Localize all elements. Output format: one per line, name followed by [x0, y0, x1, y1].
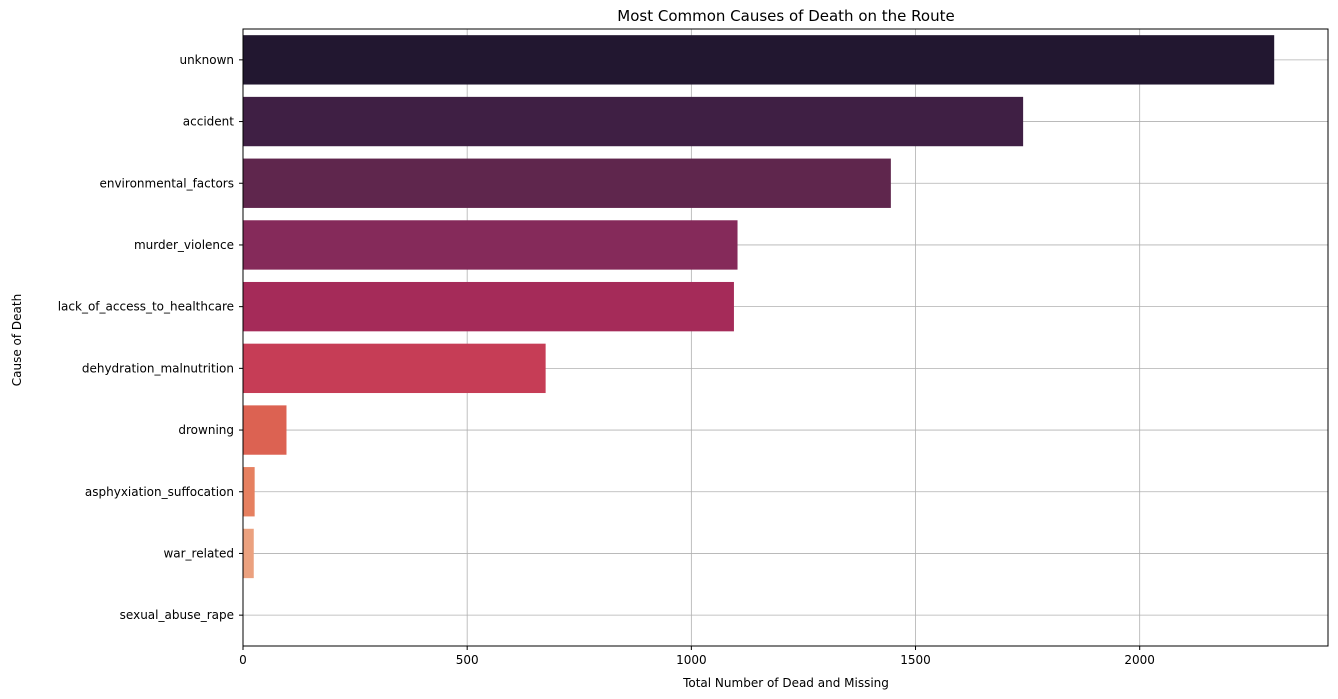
y-tick-label: drowning	[178, 423, 234, 437]
bars	[243, 35, 1275, 640]
bar-asphyxiation-suffocation	[243, 467, 255, 517]
bar-lack-of-access-to-healthcare	[243, 281, 734, 332]
y-tick-label: accident	[183, 115, 234, 129]
bar-environmental-factors	[243, 158, 891, 208]
bar-war-related	[243, 528, 254, 579]
y-tick-label: asphyxiation_suffocation	[85, 485, 234, 499]
bar-murder-violence	[243, 220, 738, 270]
x-tick-label: 1000	[676, 653, 707, 667]
plot-frame	[242, 28, 1329, 647]
y-tick-label: unknown	[179, 53, 234, 67]
y-tick-labels: unknown accident environmental_factorsmurd…	[58, 53, 243, 622]
x-axis-label: Total Number of Dead and Missing	[682, 676, 889, 690]
x-tick-label: 500	[456, 653, 479, 667]
x-tick-label: 2000	[1124, 653, 1155, 667]
bar-drowning	[243, 405, 287, 455]
x-tick-labels: 0 500 1000 1500 2000	[239, 646, 1155, 667]
bar-unknown	[243, 35, 1275, 85]
y-tick-label: environmental_factors	[99, 176, 234, 190]
chart-title: Most Common Causes of Death on the Route	[617, 7, 954, 25]
y-tick-label: sexual_abuse_rape	[120, 608, 234, 622]
y-tick-label: war_related	[163, 546, 234, 560]
y-tick-label: murder_violence	[134, 238, 234, 252]
bar-dehydration-malnutrition	[243, 343, 546, 394]
x-tick-label: 0	[239, 653, 247, 667]
x-tick-label: 1500	[900, 653, 931, 667]
y-tick-label: lack_of_access_to_healthcare	[58, 300, 234, 314]
y-axis-label: Cause of Death	[10, 294, 24, 386]
bar-accident	[243, 96, 1024, 147]
y-tick-label: dehydration_malnutrition	[82, 361, 234, 375]
